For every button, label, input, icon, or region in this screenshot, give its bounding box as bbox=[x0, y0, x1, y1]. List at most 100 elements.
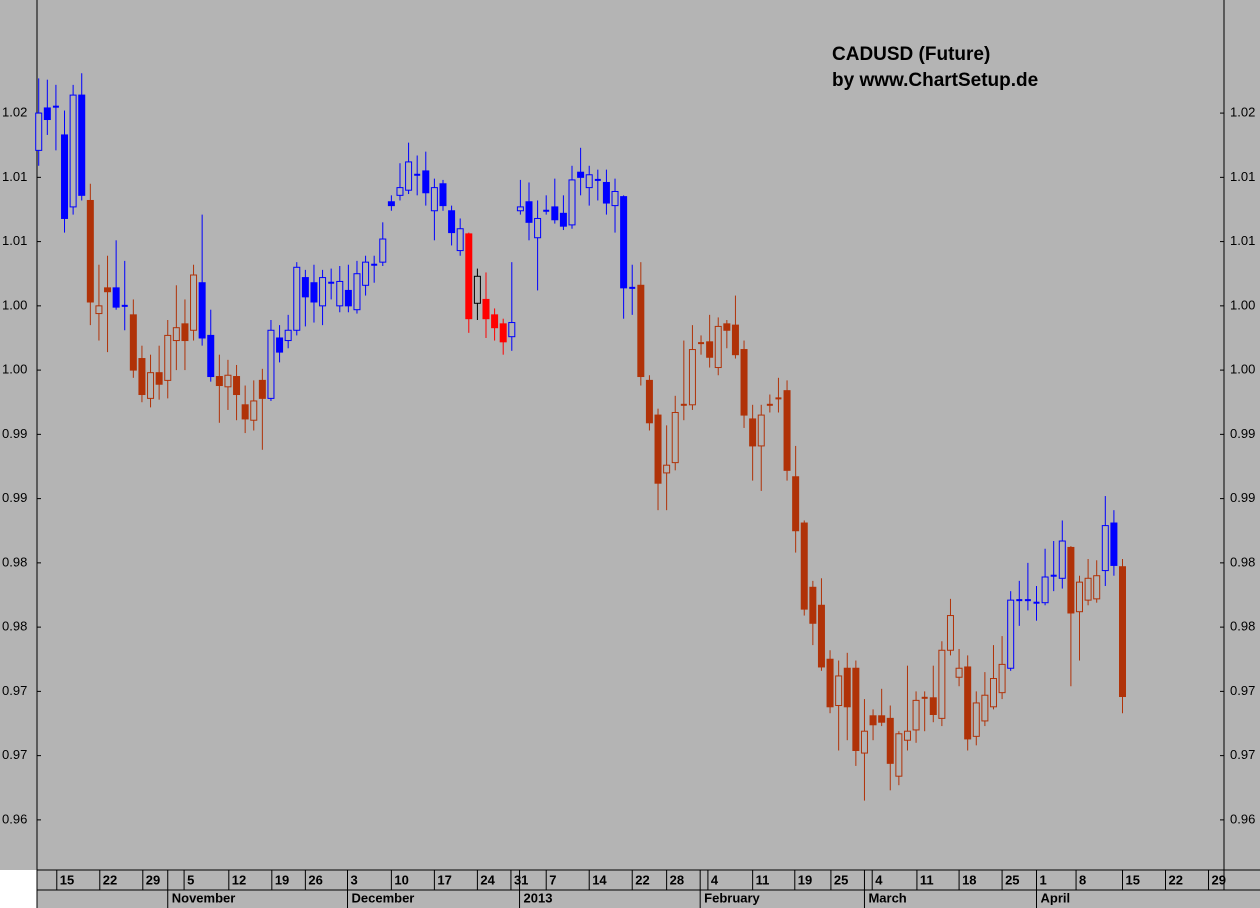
candle-body bbox=[964, 666, 972, 740]
candle-body bbox=[585, 174, 593, 189]
y-tick-label: 1.02 bbox=[1230, 105, 1255, 120]
candle-body bbox=[155, 372, 163, 385]
y-tick-label: 0.98 bbox=[2, 619, 27, 634]
candle-body bbox=[465, 233, 473, 320]
y-tick-label: 1.00 bbox=[1230, 297, 1255, 312]
candle-body bbox=[516, 206, 524, 212]
candle-body bbox=[61, 134, 69, 219]
x-tick-label: 7 bbox=[549, 872, 556, 887]
candle-body bbox=[353, 273, 361, 311]
candle-body bbox=[147, 372, 155, 399]
x-tick-label: 31 bbox=[514, 872, 528, 887]
candle-body bbox=[181, 323, 189, 342]
y-tick-label: 0.99 bbox=[1230, 426, 1255, 441]
y-tick-label: 0.96 bbox=[1230, 811, 1255, 826]
candle-body bbox=[731, 324, 739, 356]
x-tick-label: 26 bbox=[308, 872, 322, 887]
chart-subtitle: by www.ChartSetup.de bbox=[832, 70, 1038, 91]
candle-body bbox=[164, 334, 172, 381]
candle-body bbox=[1110, 522, 1118, 566]
month-label: December bbox=[352, 890, 415, 905]
month-label: March bbox=[868, 890, 906, 905]
candle-body bbox=[129, 314, 137, 371]
candle-body bbox=[817, 604, 825, 668]
candle-body bbox=[525, 201, 533, 223]
candle-body bbox=[1093, 575, 1101, 600]
x-tick-label: 8 bbox=[1079, 872, 1086, 887]
candle-body bbox=[284, 329, 292, 342]
y-tick-label: 1.01 bbox=[2, 233, 27, 248]
candle-body bbox=[241, 404, 249, 420]
x-tick-label: 11 bbox=[920, 872, 934, 887]
candle-body bbox=[749, 418, 757, 447]
candle-body bbox=[172, 327, 180, 342]
candle-body bbox=[534, 217, 542, 239]
candle-body bbox=[215, 376, 223, 387]
y-tick-label: 0.97 bbox=[1230, 683, 1255, 698]
candle-body bbox=[981, 694, 989, 722]
candle-body bbox=[439, 183, 447, 207]
candle-body bbox=[86, 199, 94, 303]
x-tick-label: 10 bbox=[394, 872, 408, 887]
candle-body bbox=[620, 196, 628, 289]
x-tick-label: 4 bbox=[875, 872, 883, 887]
candle-body bbox=[78, 94, 86, 196]
month-label: 2013 bbox=[524, 890, 553, 905]
y-tick-label: 1.01 bbox=[1230, 169, 1255, 184]
candle-body bbox=[344, 289, 352, 307]
candle-body bbox=[826, 658, 834, 708]
candle-body bbox=[912, 699, 920, 731]
y-tick-label: 0.97 bbox=[1230, 747, 1255, 762]
candle-body bbox=[654, 414, 662, 484]
candle-body bbox=[929, 697, 937, 716]
candle-body bbox=[301, 277, 309, 298]
y-tick-label: 1.00 bbox=[1230, 362, 1255, 377]
candle-body bbox=[577, 171, 585, 178]
x-tick-label: 14 bbox=[592, 872, 607, 887]
candle-body bbox=[602, 181, 610, 204]
candle-body bbox=[792, 476, 800, 532]
x-tick-label: 19 bbox=[275, 872, 289, 887]
candle-body bbox=[396, 187, 404, 196]
x-tick-label: 29 bbox=[146, 872, 160, 887]
candle-body bbox=[258, 379, 266, 399]
x-tick-label: 12 bbox=[232, 872, 246, 887]
x-tick-label: 29 bbox=[1212, 872, 1226, 887]
candle-body bbox=[903, 730, 911, 741]
candle-body bbox=[499, 323, 507, 343]
candle-body bbox=[207, 334, 215, 378]
candle-body bbox=[456, 228, 464, 252]
candle-body bbox=[723, 323, 731, 331]
y-tick-label: 0.99 bbox=[1230, 490, 1255, 505]
corner bbox=[0, 870, 37, 908]
x-tick-label: 22 bbox=[1169, 872, 1183, 887]
candle-body bbox=[267, 329, 275, 399]
x-tick-label: 3 bbox=[351, 872, 358, 887]
chart-title: CADUSD (Future) bbox=[832, 44, 990, 65]
y-tick-label: 0.98 bbox=[2, 554, 27, 569]
candle-body bbox=[336, 280, 344, 307]
x-tick-label: 17 bbox=[437, 872, 451, 887]
candle-body bbox=[198, 282, 206, 339]
x-tick-label: 4 bbox=[711, 872, 719, 887]
y-tick-label: 0.98 bbox=[1230, 619, 1255, 634]
candle-body bbox=[835, 675, 843, 707]
x-tick-label: 22 bbox=[103, 872, 117, 887]
y-tick-label: 1.02 bbox=[2, 105, 27, 120]
candle-body bbox=[860, 730, 868, 754]
x-tick-label: 22 bbox=[635, 872, 649, 887]
candle-body bbox=[233, 376, 241, 396]
x-tick-label: 25 bbox=[834, 872, 848, 887]
y-tick-label: 0.96 bbox=[2, 811, 27, 826]
month-label: February bbox=[704, 890, 760, 905]
candle-body bbox=[568, 179, 576, 226]
candle-body bbox=[1041, 576, 1049, 604]
candle-body bbox=[1058, 540, 1066, 579]
candle-body bbox=[688, 349, 696, 406]
candle-body bbox=[637, 284, 645, 378]
y-tick-label: 1.00 bbox=[2, 362, 27, 377]
candle-body bbox=[250, 400, 258, 421]
x-tick-label: 24 bbox=[480, 872, 495, 887]
candle-body bbox=[422, 170, 430, 194]
